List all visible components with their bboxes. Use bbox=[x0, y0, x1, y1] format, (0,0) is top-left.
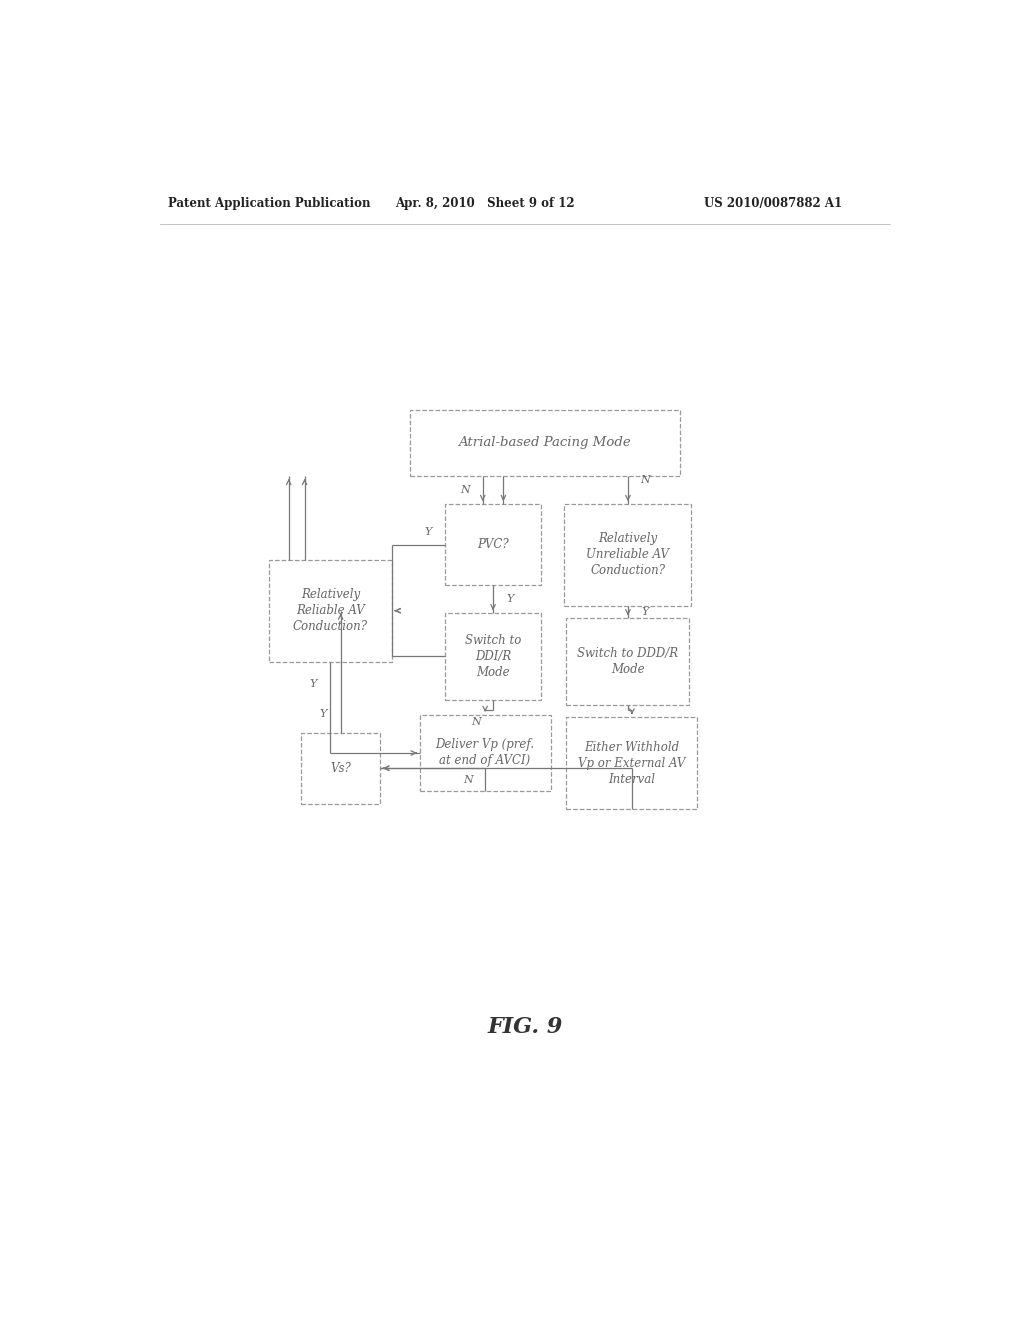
Text: N: N bbox=[641, 475, 650, 484]
FancyBboxPatch shape bbox=[445, 504, 541, 585]
Text: PVC?: PVC? bbox=[477, 539, 509, 552]
Text: Patent Application Publication: Patent Application Publication bbox=[168, 197, 371, 210]
Text: Y: Y bbox=[309, 678, 316, 689]
FancyBboxPatch shape bbox=[420, 715, 551, 791]
Text: Relatively
Unreliable AV
Conduction?: Relatively Unreliable AV Conduction? bbox=[587, 532, 670, 577]
FancyBboxPatch shape bbox=[564, 504, 691, 606]
FancyBboxPatch shape bbox=[566, 718, 697, 809]
Text: Y: Y bbox=[319, 709, 327, 719]
Text: Switch to
DDI/R
Mode: Switch to DDI/R Mode bbox=[465, 634, 521, 678]
FancyBboxPatch shape bbox=[445, 614, 541, 700]
Text: Y: Y bbox=[424, 528, 432, 537]
FancyBboxPatch shape bbox=[301, 733, 380, 804]
Text: Relatively
Reliable AV
Conduction?: Relatively Reliable AV Conduction? bbox=[293, 589, 368, 634]
Text: FIG. 9: FIG. 9 bbox=[487, 1016, 562, 1039]
Text: Apr. 8, 2010   Sheet 9 of 12: Apr. 8, 2010 Sheet 9 of 12 bbox=[395, 197, 574, 210]
FancyBboxPatch shape bbox=[410, 411, 680, 477]
FancyBboxPatch shape bbox=[269, 560, 392, 661]
Text: Y: Y bbox=[507, 594, 514, 605]
Text: US 2010/0087882 A1: US 2010/0087882 A1 bbox=[705, 197, 842, 210]
Text: Switch to DDD/R
Mode: Switch to DDD/R Mode bbox=[578, 647, 679, 676]
FancyBboxPatch shape bbox=[566, 618, 689, 705]
Text: N: N bbox=[463, 775, 472, 784]
Text: Atrial-based Pacing Mode: Atrial-based Pacing Mode bbox=[459, 437, 631, 450]
Text: Y: Y bbox=[642, 607, 649, 616]
Text: Deliver Vp (pref.
at end of AVCI): Deliver Vp (pref. at end of AVCI) bbox=[435, 738, 535, 767]
Text: Either Withhold
Vp or External AV
Interval: Either Withhold Vp or External AV Interv… bbox=[579, 741, 686, 785]
Text: N: N bbox=[461, 484, 470, 495]
Text: N: N bbox=[471, 717, 480, 727]
Text: Vs?: Vs? bbox=[331, 762, 351, 775]
